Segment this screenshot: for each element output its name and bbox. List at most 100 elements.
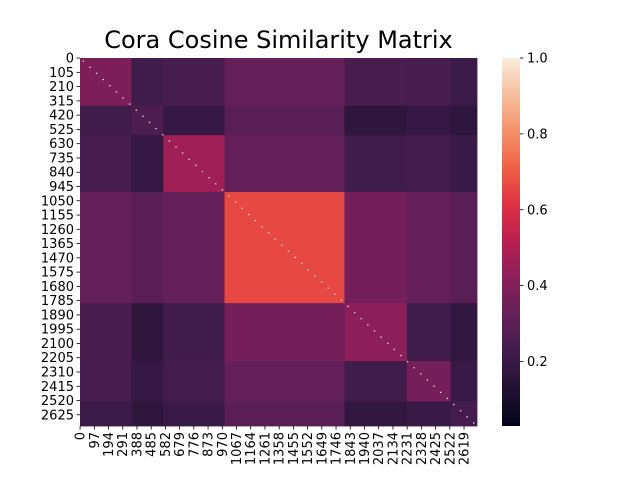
x-tick-label: 1552 (301, 432, 316, 465)
heatmap-block (450, 361, 478, 402)
heatmap-block (163, 401, 225, 427)
y-tick-label: 2310 (41, 365, 74, 380)
diagonal-mark (400, 354, 402, 357)
y-tick-label: 735 (49, 151, 74, 166)
diagonal-mark (453, 403, 455, 406)
heatmap-block (163, 361, 225, 402)
x-tick-label: 582 (159, 432, 174, 457)
heatmap-block (80, 105, 132, 136)
diagonal-mark (387, 342, 389, 344)
heatmap-block (131, 135, 164, 193)
diagonal-mark (115, 91, 118, 93)
heatmap-block (80, 401, 132, 427)
heatmap-block (450, 303, 478, 362)
diagonal-mark (347, 305, 349, 308)
heatmap-block (344, 361, 408, 402)
y-tick-label: 1575 (41, 266, 74, 281)
x-tick-label: 1746 (330, 432, 345, 465)
diagonal-mark (221, 189, 223, 191)
diagonal-mark (340, 299, 343, 301)
diagonal-mark (195, 164, 197, 167)
heatmap-block (224, 401, 345, 427)
y-tick-label: 1155 (41, 209, 74, 224)
diagonal-mark (406, 361, 409, 363)
heatmap-block (80, 303, 132, 362)
heatmap-block (344, 58, 408, 107)
heatmap-block (450, 135, 478, 193)
y-tick-label: 945 (49, 180, 74, 195)
diagonal-mark (301, 262, 303, 265)
y-tick-label: 210 (49, 80, 74, 95)
x-tick-label: 1067 (230, 432, 245, 465)
heatmap-block (224, 135, 345, 193)
heatmap-block (344, 191, 408, 304)
diagonal-mark (215, 183, 217, 185)
x-tick-label: 2425 (429, 432, 444, 465)
y-tick-label: 2100 (41, 337, 74, 352)
heatmap-block (224, 303, 345, 362)
diagonal-mark (373, 330, 376, 332)
diagonal-mark (82, 60, 85, 62)
y-tick-label: 1365 (41, 237, 74, 252)
diagonal-mark (393, 348, 395, 351)
diagonal-mark (254, 219, 257, 222)
heatmap-block (163, 303, 225, 362)
heatmap-block (406, 58, 452, 107)
y-axis-ticks: 0105210315420525630735840945105011551260… (41, 52, 80, 423)
diagonal-mark (367, 324, 369, 326)
diagonal-mark (155, 127, 157, 130)
heatmap-block (163, 58, 225, 107)
heatmap-block (406, 105, 452, 136)
diagonal-mark (162, 134, 164, 136)
x-tick-label: 1261 (258, 432, 273, 465)
heatmap-block (344, 135, 408, 193)
y-tick-label: 1260 (41, 223, 74, 238)
heatmap-block (344, 105, 408, 136)
x-tick-label: 1843 (344, 432, 359, 465)
diagonal-mark (433, 385, 435, 387)
x-tick-label: 970 (216, 432, 231, 457)
heatmap-block (450, 58, 478, 107)
heatmap-block (406, 361, 452, 402)
y-tick-label: 525 (49, 123, 74, 138)
diagonal-mark (181, 152, 184, 154)
x-tick-label: 1164 (244, 432, 259, 465)
x-tick-label: 2522 (443, 432, 458, 465)
heatmap-block (80, 191, 132, 304)
heatmap-block (131, 303, 164, 362)
y-tick-label: 840 (49, 166, 74, 181)
y-tick-label: 1680 (41, 280, 74, 295)
heatmap-block (224, 58, 345, 107)
x-tick-label: 2037 (372, 432, 387, 465)
heatmap-block (344, 401, 408, 427)
x-tick-label: 2328 (415, 432, 430, 465)
colorbar-tick-label: 0.8 (527, 127, 548, 142)
diagonal-mark (201, 170, 204, 173)
y-tick-label: 630 (49, 137, 74, 152)
heatmap-block (224, 361, 345, 402)
x-tick-label: 873 (202, 432, 217, 457)
diagonal-mark (168, 140, 171, 142)
y-tick-label: 1890 (41, 308, 74, 323)
colorbar-tick-label: 0.2 (527, 355, 548, 370)
y-tick-label: 315 (49, 94, 74, 109)
diagonal-mark (274, 238, 276, 240)
diagonal-mark (135, 109, 137, 111)
diagonal-mark (446, 397, 448, 400)
diagonal-mark (459, 410, 462, 412)
heatmap-block (406, 303, 452, 362)
diagonal-mark (261, 226, 263, 228)
colorbar (502, 58, 520, 426)
y-tick-label: 0 (66, 52, 74, 67)
colorbar-tick-label: 1.0 (527, 52, 548, 67)
heatmap-block (450, 105, 478, 136)
heatmap-block (406, 135, 452, 193)
heatmap-block (450, 401, 478, 427)
heatmap-block (131, 361, 164, 402)
diagonal-mark (267, 232, 270, 234)
x-tick-label: 2134 (386, 432, 401, 465)
diagonal-mark (175, 146, 177, 148)
diagonal-mark (188, 158, 190, 160)
x-tick-label: 388 (130, 432, 145, 457)
